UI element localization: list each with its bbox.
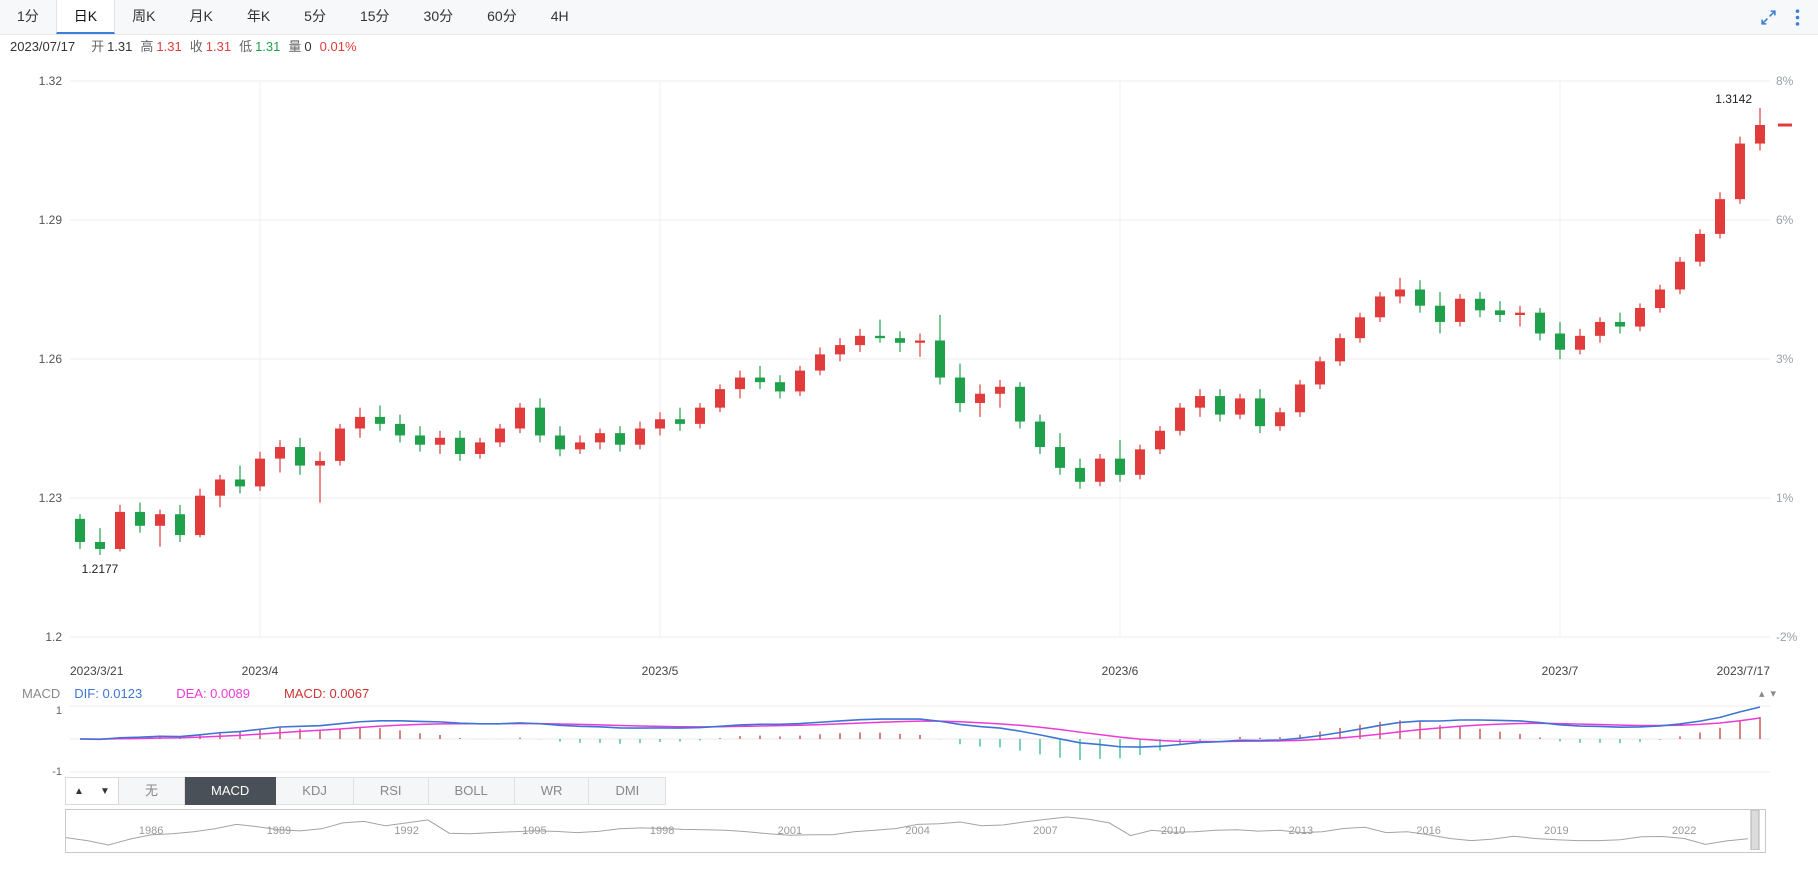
svg-text:1.26: 1.26 — [39, 352, 63, 366]
fullscreen-icon[interactable] — [1760, 9, 1777, 26]
svg-text:2023/7/17: 2023/7/17 — [1717, 664, 1771, 678]
svg-text:6%: 6% — [1776, 213, 1794, 227]
high-value: 1.31 — [156, 39, 182, 54]
open-value: 1.31 — [107, 39, 133, 54]
macd-hist-value: MACD: 0.0067 — [283, 686, 370, 701]
svg-text:2004: 2004 — [905, 825, 929, 837]
indicator-tab-rsi[interactable]: RSI — [353, 777, 429, 805]
tab-4h[interactable]: 4H — [550, 8, 569, 24]
svg-text:2022: 2022 — [1672, 825, 1696, 837]
quote-date: 2023/07/17 — [10, 39, 76, 54]
svg-text:2010: 2010 — [1161, 825, 1185, 837]
low-label: 低 — [239, 39, 253, 54]
tab-5min[interactable]: 5分 — [304, 8, 326, 24]
tab-15min[interactable]: 15分 — [359, 8, 390, 24]
macd-indicator-chart[interactable]: 1 -1 — [0, 703, 1818, 777]
indicator-tab-macd[interactable]: MACD — [185, 777, 277, 805]
indicator-tab-boll[interactable]: BOLL — [428, 777, 515, 805]
high-label: 高 — [140, 39, 154, 54]
macd-dea-value: DEA: 0.0089 — [176, 686, 250, 701]
svg-text:1.29: 1.29 — [39, 213, 63, 227]
svg-text:1.3142: 1.3142 — [1715, 92, 1752, 106]
candlestick-chart[interactable]: 1.32 8% 1.29 6% 1.26 3% 1.23 1% 1.2 -2% 2023/3/21 2… — [0, 59, 1818, 685]
svg-text:2023/3/21: 2023/3/21 — [70, 664, 124, 678]
svg-text:1995: 1995 — [522, 825, 546, 837]
panel-expand-button[interactable]: ▲ — [65, 777, 92, 805]
macd-panel-title: MACD — [22, 686, 61, 701]
history-navigator[interactable]: 1986 1989 1992 1995 1998 2001 2004 2007 2010 2013… — [65, 809, 1766, 853]
svg-text:1986: 1986 — [139, 825, 163, 837]
svg-text:1.32: 1.32 — [39, 74, 63, 88]
svg-text:1: 1 — [56, 705, 62, 717]
kebab-menu-icon[interactable] — [1795, 8, 1800, 26]
tab-60min[interactable]: 60分 — [487, 8, 517, 24]
svg-text:1.2: 1.2 — [45, 630, 62, 644]
svg-text:2001: 2001 — [778, 825, 802, 837]
svg-text:3%: 3% — [1776, 352, 1794, 366]
macd-collapse-up-icon[interactable]: ▴ — [1758, 688, 1765, 700]
timeframe-toolbar: 1分 日K 周K 月K 年K 5分 15分 30分 60分 4H — [0, 0, 1818, 35]
macd-collapse-down-icon[interactable]: ▾ — [1770, 688, 1776, 700]
svg-text:2023/5: 2023/5 — [642, 664, 679, 678]
tab-30min[interactable]: 30分 — [423, 8, 454, 24]
svg-text:2023/6: 2023/6 — [1102, 664, 1139, 678]
svg-text:1989: 1989 — [267, 825, 291, 837]
svg-text:1.2177: 1.2177 — [82, 562, 119, 576]
svg-text:1998: 1998 — [650, 825, 674, 837]
tab-1min[interactable]: 1分 — [17, 8, 39, 24]
macd-header: MACD DIF: 0.0123 DEA: 0.0089 MACD: 0.006… — [0, 685, 1818, 703]
svg-text:2023/4: 2023/4 — [242, 664, 279, 678]
panel-collapse-button[interactable]: ▼ — [92, 777, 119, 805]
close-label: 收 — [189, 39, 203, 54]
svg-text:-2%: -2% — [1776, 630, 1798, 644]
change-percent: 0.01% — [319, 39, 357, 54]
svg-text:1992: 1992 — [394, 825, 418, 837]
indicator-tab-wr[interactable]: WR — [514, 777, 590, 805]
tab-weekly[interactable]: 周K — [132, 8, 156, 24]
close-value: 1.31 — [205, 39, 232, 54]
open-label: 开 — [91, 39, 105, 54]
macd-dif-value: DIF: 0.0123 — [74, 686, 143, 701]
svg-text:1.23: 1.23 — [39, 491, 63, 505]
svg-text:2007: 2007 — [1033, 825, 1057, 837]
volume-label: 量 — [288, 39, 302, 54]
indicator-tabbar: ▲ ▼ 无 MACD KDJ RSI BOLL WR DMI — [65, 777, 1818, 805]
tab-monthly[interactable]: 月K — [189, 8, 213, 24]
indicator-tab-dmi[interactable]: DMI — [589, 777, 667, 805]
indicator-tab-kdj[interactable]: KDJ — [276, 777, 354, 805]
ohlc-infobar: 2023/07/17 开 1.31 高 1.31 收 1.31 低 1.31 量 0 0.01% — [0, 35, 1818, 59]
tab-yearly[interactable]: 年K — [246, 8, 271, 24]
low-value: 1.31 — [255, 39, 281, 54]
svg-text:8%: 8% — [1776, 74, 1794, 88]
svg-text:2016: 2016 — [1416, 825, 1440, 837]
svg-text:1%: 1% — [1776, 491, 1794, 505]
indicator-tab-none[interactable]: 无 — [119, 777, 186, 805]
svg-text:-1: -1 — [52, 766, 62, 777]
svg-text:2019: 2019 — [1544, 825, 1568, 837]
tab-daily[interactable]: 日K — [55, 0, 116, 34]
svg-text:2013: 2013 — [1289, 825, 1313, 837]
svg-text:2023/7: 2023/7 — [1542, 664, 1579, 678]
volume-value: 0 — [304, 39, 312, 54]
